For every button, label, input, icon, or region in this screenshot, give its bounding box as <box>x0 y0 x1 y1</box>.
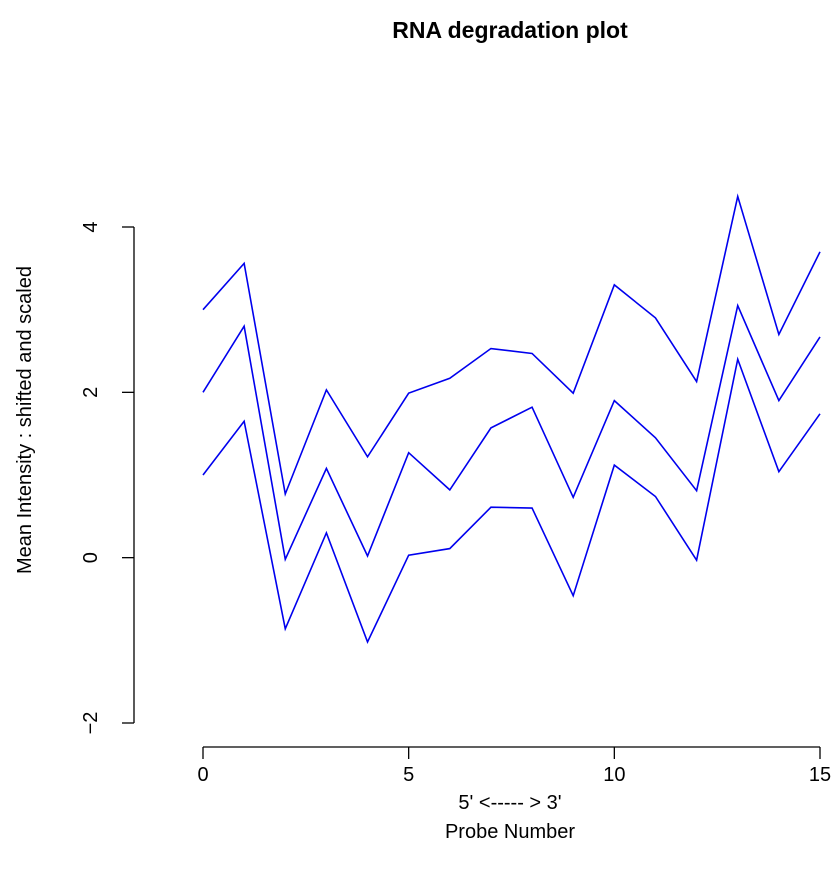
y-axis-label: Mean Intensity : shifted and scaled <box>14 266 36 574</box>
x-tick-label: 15 <box>809 764 831 786</box>
series-line-3 <box>202 356 821 645</box>
x-tick-label: 10 <box>603 764 625 786</box>
y-tick-label: 0 <box>80 552 102 563</box>
x-tick-label: 0 <box>197 764 208 786</box>
x-axis-label-direction: 5' <----- > 3' <box>458 792 561 814</box>
series-line-1 <box>202 193 821 497</box>
series-line-2 <box>202 302 821 563</box>
y-tick-label: 2 <box>80 387 102 398</box>
y-tick-label: 4 <box>80 221 102 232</box>
chart-title: RNA degradation plot <box>392 17 628 43</box>
x-axis-label: Probe Number <box>445 821 575 843</box>
y-axis: −2 0 2 4 <box>80 221 135 735</box>
x-axis: 0 5 10 15 <box>197 746 831 786</box>
series-group <box>202 193 821 645</box>
x-tick-label: 5 <box>403 764 414 786</box>
y-tick-label: −2 <box>80 712 102 735</box>
